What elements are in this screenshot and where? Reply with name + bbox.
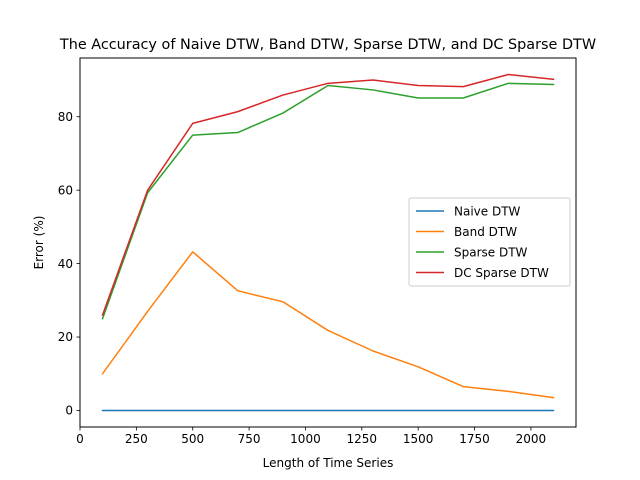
x-tick-label: 1500	[403, 432, 434, 446]
series-layer	[101, 73, 555, 412]
x-tick-label: 500	[181, 432, 204, 446]
legend: Naive DTW Band DTW Sparse DTW DC Sparse DTW	[408, 197, 571, 287]
x-tick-label: 1750	[459, 432, 490, 446]
legend-label: Naive DTW	[454, 205, 521, 219]
x-axis: 0 250 500 750 1000 1250 1500 1750 2000	[76, 427, 546, 446]
x-tick-label: 2000	[516, 432, 547, 446]
y-tick-label: 0	[65, 404, 73, 418]
y-axis: 0 20 40 60 80	[58, 110, 80, 418]
series-line-band-dtw	[101, 251, 555, 399]
x-axis-label: Length of Time Series	[263, 456, 394, 470]
y-tick-label: 80	[58, 110, 73, 124]
x-tick-label: 0	[76, 432, 84, 446]
y-axis-label: Error (%)	[32, 216, 46, 270]
y-tick-label: 20	[58, 330, 73, 344]
y-tick-label: 60	[58, 183, 73, 197]
series-line-sparse-dtw	[101, 82, 555, 320]
x-tick-label: 750	[238, 432, 261, 446]
plot-frame	[79, 57, 577, 428]
chart-title: The Accuracy of Naive DTW, Band DTW, Spa…	[59, 37, 596, 53]
x-tick-label: 1000	[290, 432, 321, 446]
legend-label: DC Sparse DTW	[454, 266, 549, 280]
y-tick-label: 40	[58, 257, 73, 271]
x-tick-label: 1250	[347, 432, 378, 446]
x-tick-label: 250	[125, 432, 148, 446]
legend-box	[408, 197, 571, 287]
series-line-dc-sparse-dtw	[101, 73, 555, 316]
legend-label: Band DTW	[454, 225, 517, 239]
legend-label: Sparse DTW	[454, 246, 528, 260]
